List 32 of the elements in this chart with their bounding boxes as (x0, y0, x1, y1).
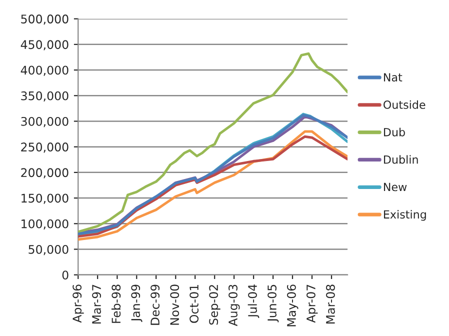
y-tick-label: 350,000 (21, 91, 68, 102)
y-tick-label: 400,000 (20, 66, 68, 76)
x-tick-label: Mar-97 (92, 284, 101, 324)
line-series (78, 52, 348, 234)
y-tick-label: 50,000 (28, 244, 68, 256)
x-tick-label: Sep-02 (209, 285, 220, 325)
y-tick-label: 450,000 (20, 40, 68, 50)
x-tick-label: Apr-07 (306, 284, 318, 323)
legend-label: New (384, 182, 407, 192)
legend-label: Existing (384, 210, 426, 221)
x-tick-label: Feb-98 (111, 284, 121, 323)
x-tick-label: Oct-01 (190, 284, 199, 323)
x-tick-label: Apr-96 (72, 284, 84, 323)
y-tick-label: 0 (62, 270, 68, 280)
legend-label: Nat (384, 73, 402, 82)
x-tick-label: Mar-08 (326, 284, 335, 324)
legend-label: Dub (384, 128, 405, 136)
y-tick-label: 150,000 (22, 194, 68, 204)
legend-label: Outside (384, 100, 426, 109)
y-tick-label: 250,000 (21, 142, 68, 153)
y-tick-label: 200,000 (21, 168, 68, 178)
x-tick-label: Aug-03 (228, 284, 240, 326)
x-tick-label: May-06 (287, 284, 298, 326)
x-tick-label: Jan-99 (131, 284, 142, 322)
y-tick-label: 300,000 (21, 116, 68, 128)
y-tick-label: 500,000 (21, 14, 68, 25)
legend-label: Dublin (384, 155, 418, 164)
x-tick-label: Dec-99 (150, 284, 160, 325)
y-tick-label: 100,000 (22, 219, 68, 230)
x-tick-label: Nov-00 (170, 284, 180, 325)
x-tick-label: Jun-05 (268, 284, 279, 322)
x-tick-label: Jul-04 (248, 284, 260, 318)
